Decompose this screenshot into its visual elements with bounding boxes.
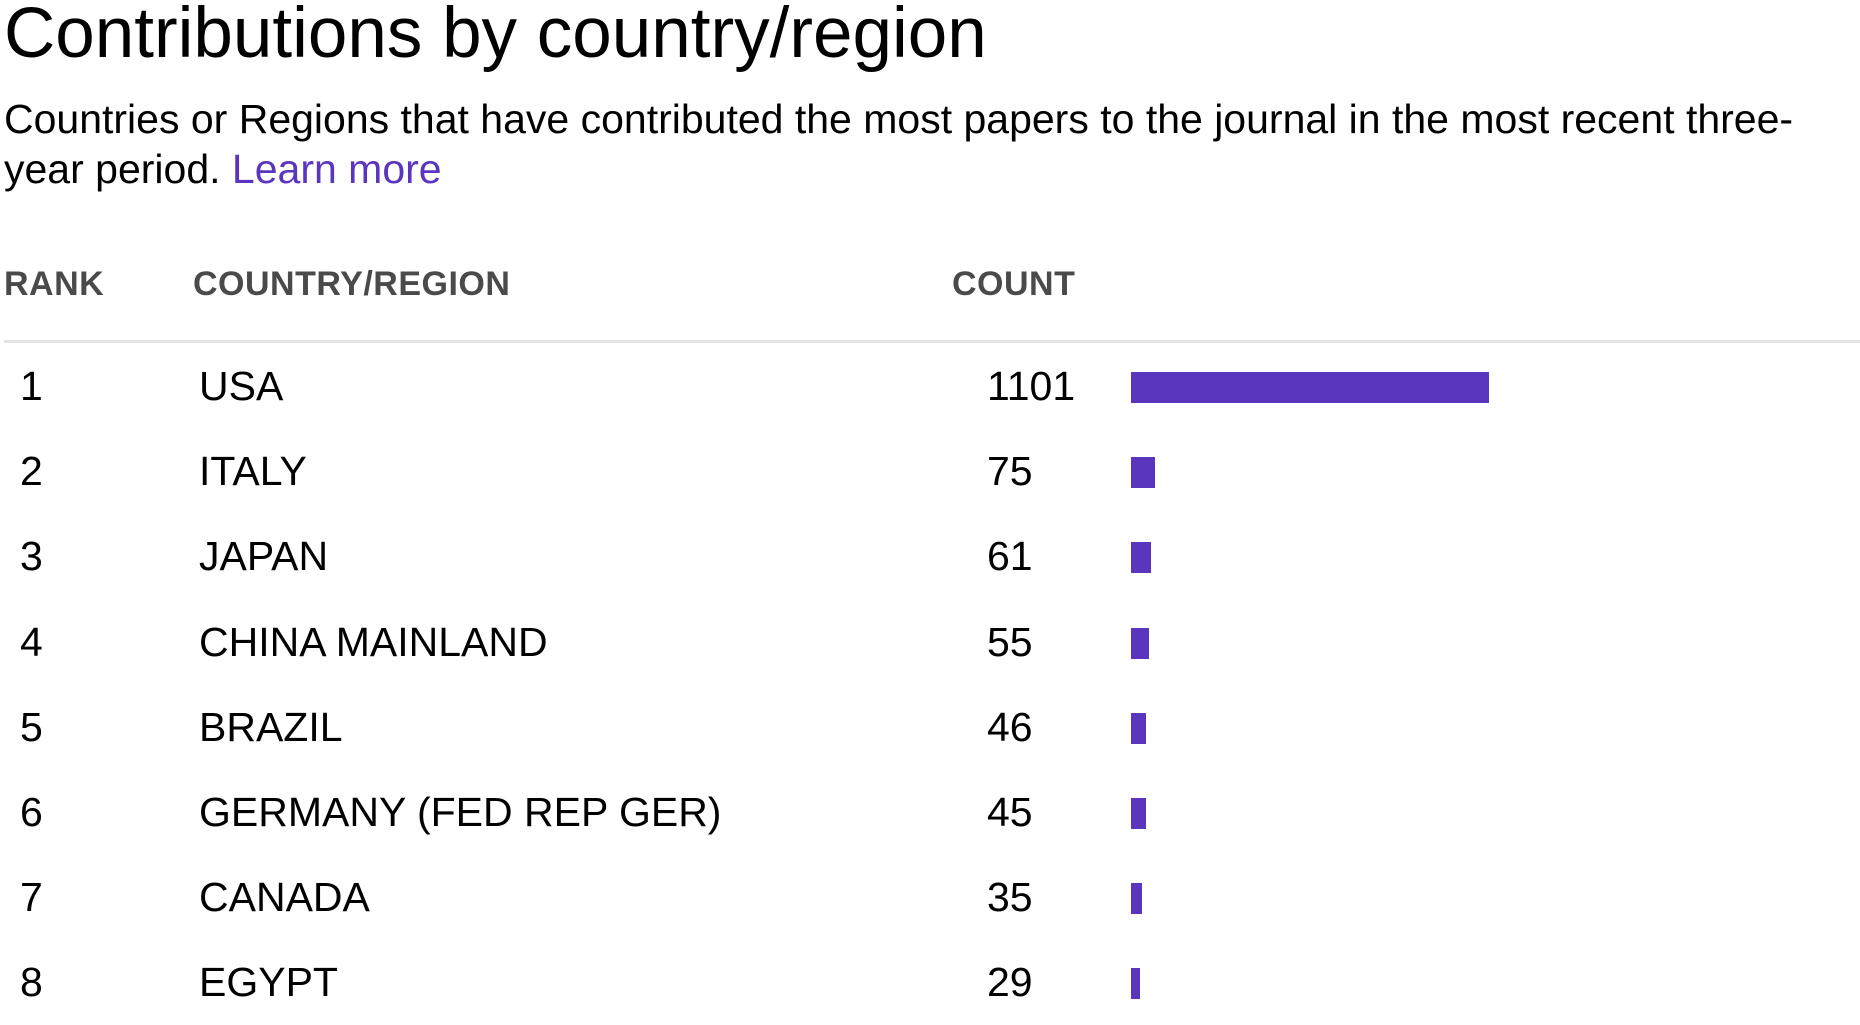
country-cell: CANADA xyxy=(199,874,370,921)
rank-cell: 1 xyxy=(20,363,43,409)
country-cell: GERMANY (FED REP GER) xyxy=(199,789,722,835)
count-cell: 55 xyxy=(987,618,1033,665)
bar-track xyxy=(1131,685,1491,770)
page-title: Contributions by country/region xyxy=(4,0,987,73)
count-bar xyxy=(1131,883,1143,915)
country-column-header: COUNTRY/REGION xyxy=(193,265,511,303)
rank-cell: 8 xyxy=(20,959,43,1006)
country-cell: BRAZIL xyxy=(199,703,343,750)
count-column-header: COUNT xyxy=(952,265,1076,303)
table-row: 6 GERMANY (FED REP GER) 45 xyxy=(0,770,1860,855)
count-cell: 75 xyxy=(987,448,1033,495)
rank-cell: 6 xyxy=(20,789,43,835)
subtitle-text: Countries or Regions that have contribut… xyxy=(4,96,1794,192)
rank-column-header: RANK xyxy=(4,265,105,303)
bar-track xyxy=(1131,600,1491,685)
rank-cell: 7 xyxy=(20,874,43,921)
table-row: 8 EGYPT 29 xyxy=(0,940,1860,1025)
count-bar xyxy=(1131,542,1151,574)
table-row: 4 CHINA MAINLAND 55 xyxy=(0,600,1860,685)
count-bar xyxy=(1131,372,1489,403)
country-cell: USA xyxy=(199,363,284,409)
rank-cell: 2 xyxy=(20,448,43,495)
bar-track xyxy=(1131,429,1491,514)
count-cell: 35 xyxy=(987,874,1033,921)
count-cell: 45 xyxy=(987,789,1033,835)
count-cell: 29 xyxy=(987,959,1033,1006)
count-cell: 61 xyxy=(987,533,1033,580)
count-cell: 46 xyxy=(987,703,1033,750)
count-bar xyxy=(1131,712,1146,744)
learn-more-link[interactable]: Learn more xyxy=(231,146,442,192)
bar-track xyxy=(1131,855,1491,940)
count-cell: 1101 xyxy=(987,363,1076,409)
country-cell: JAPAN xyxy=(199,533,329,580)
count-bar xyxy=(1131,968,1141,1000)
country-cell: ITALY xyxy=(199,448,307,495)
table-row: 3 JAPAN 61 xyxy=(0,514,1860,599)
bar-track xyxy=(1131,770,1491,855)
count-bar xyxy=(1131,627,1149,659)
rank-cell: 5 xyxy=(20,703,43,750)
count-bar xyxy=(1131,457,1156,489)
table-row: 1 USA 1101 xyxy=(0,344,1860,429)
rank-cell: 3 xyxy=(20,533,43,580)
page-subtitle: Countries or Regions that have contribut… xyxy=(4,94,1860,194)
bar-track xyxy=(1131,940,1491,1025)
rank-cell: 4 xyxy=(20,618,43,665)
count-bar xyxy=(1131,798,1146,829)
header-divider xyxy=(4,340,1860,343)
table-row: 2 ITALY 75 xyxy=(0,429,1860,514)
table-row: 7 CANADA 35 xyxy=(0,855,1860,940)
bar-track xyxy=(1131,514,1491,599)
country-cell: EGYPT xyxy=(199,959,338,1006)
country-cell: CHINA MAINLAND xyxy=(199,618,548,665)
bar-track xyxy=(1131,344,1491,429)
table-row: 5 BRAZIL 46 xyxy=(0,685,1860,770)
